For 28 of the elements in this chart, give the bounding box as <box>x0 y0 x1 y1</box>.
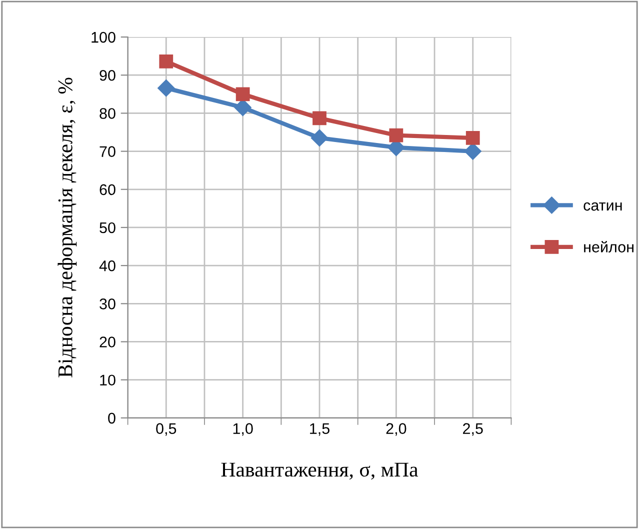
y-tick-label: 0 <box>108 412 116 424</box>
y-tick-label: 70 <box>100 146 116 157</box>
y-tick-label: 30 <box>100 298 116 310</box>
y-tick-label: 60 <box>100 184 116 196</box>
x-tick-label: 1,0 <box>233 423 253 436</box>
y-tick-label: 10 <box>100 374 116 386</box>
legend-label: нейлон <box>584 240 634 252</box>
x-tick-label: 0,5 <box>156 423 176 436</box>
y-tick-label: 80 <box>100 108 116 119</box>
x-tick-label: 2,0 <box>386 423 406 436</box>
y-tick-label: 40 <box>99 260 116 272</box>
point <box>236 87 250 102</box>
point <box>389 128 404 142</box>
y-tick-label: 100 <box>92 32 116 43</box>
y-tick-label: 90 <box>100 70 116 81</box>
point <box>312 111 326 126</box>
y-tick-label: 50 <box>100 222 116 234</box>
point <box>466 131 480 145</box>
point <box>159 54 174 68</box>
point <box>310 129 328 147</box>
x-axis-title: Навантаження, σ, мПа <box>221 462 418 480</box>
y-axis-title: Відносна деформація декеля, ε, % <box>58 78 77 378</box>
x-tick-label: 2,5 <box>463 423 483 436</box>
x-tick-label: 1,5 <box>310 423 330 436</box>
y-tick-label: 20 <box>100 336 116 348</box>
point <box>464 142 482 160</box>
point <box>158 80 175 97</box>
legend-label: сатин <box>584 202 622 211</box>
